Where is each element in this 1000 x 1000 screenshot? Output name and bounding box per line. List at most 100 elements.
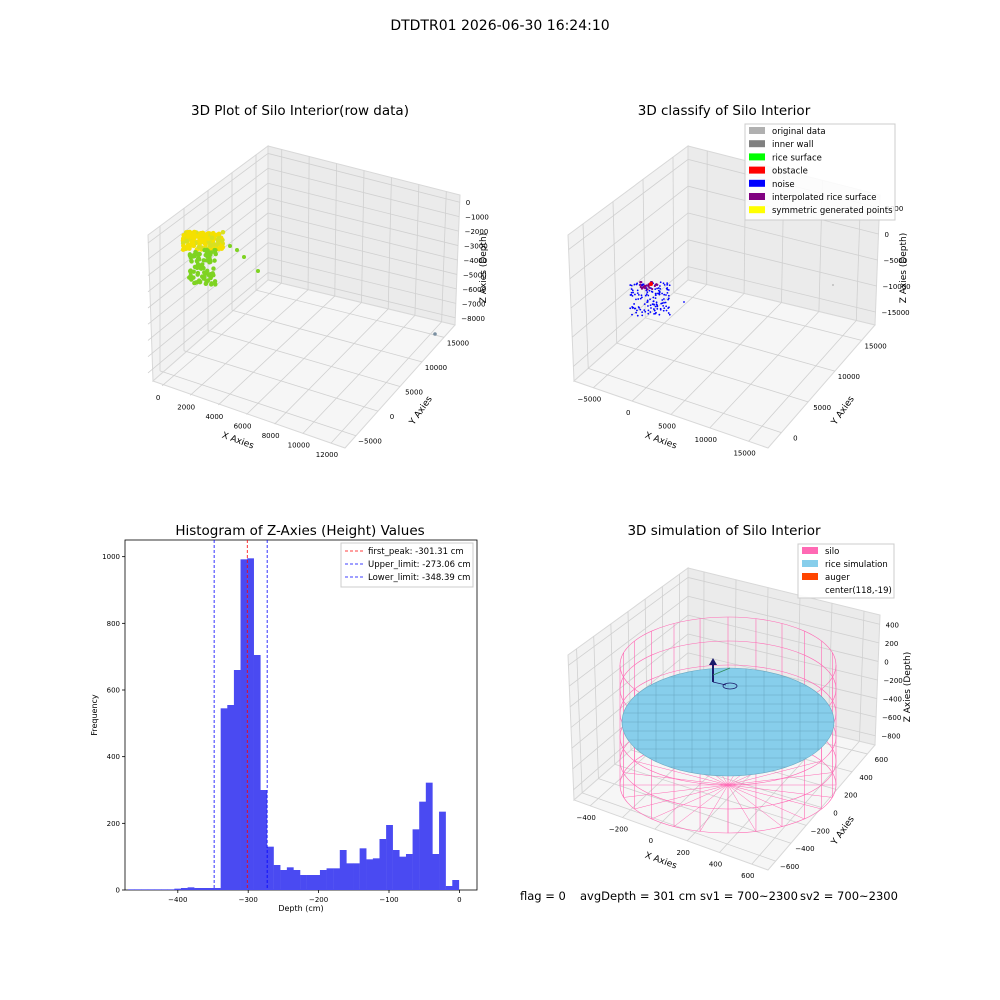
plot1-point <box>216 231 222 237</box>
plot2-legend-swatch <box>749 206 765 214</box>
plot2-ytick: 5000 <box>813 404 831 412</box>
plot4-xtick: −400 <box>577 814 596 822</box>
plot2-point <box>643 309 646 311</box>
histogram-bar <box>346 863 354 890</box>
plot2-point <box>641 296 643 299</box>
plot4-ytick: 600 <box>875 756 888 764</box>
plot2-point <box>649 298 651 301</box>
plot4-ztick: −200 <box>884 677 903 685</box>
plot4-auger-ring <box>722 682 738 690</box>
plot2-point <box>630 291 633 294</box>
histogram-bar <box>273 865 281 890</box>
plot2-point <box>630 288 633 290</box>
histogram-bar <box>128 889 135 890</box>
plot2-point <box>641 283 644 286</box>
plot1-ztick: −1000 <box>465 214 489 222</box>
histogram-xtick-label: −400 <box>168 896 187 904</box>
histogram-bar <box>180 888 188 890</box>
plot4-silo-floor-line <box>623 772 729 786</box>
histogram-bar <box>353 863 360 890</box>
plot1-point <box>185 234 191 239</box>
plot4-ytick: −200 <box>811 827 830 835</box>
plot4-legend-label: rice simulation <box>825 560 888 570</box>
plot2-point <box>653 303 656 306</box>
plot4-ytick: 0 <box>833 810 837 818</box>
plot1-point <box>242 255 246 259</box>
histogram-xtick-label: −300 <box>239 896 258 904</box>
plot2-legend-label: original data <box>772 127 826 137</box>
plot1-point <box>210 230 216 236</box>
plot2-point <box>644 294 647 297</box>
histogram-bar <box>207 888 215 890</box>
plot4-ztick: 400 <box>886 621 899 629</box>
plot2-point <box>667 294 670 297</box>
histogram-xtick-label: 0 <box>457 896 461 904</box>
plot2-point <box>649 282 653 286</box>
histogram-bar <box>227 705 235 890</box>
plot1-points <box>180 229 437 336</box>
plot1-ztick: −6000 <box>462 286 486 294</box>
plot4-zlabel: Z Axies (Depth) <box>903 652 913 723</box>
plot2-point <box>655 303 658 306</box>
plot2-point <box>683 301 685 303</box>
plot2-point <box>647 294 650 297</box>
plot1-xtick: 4000 <box>205 413 223 421</box>
plot1-point <box>215 241 221 247</box>
plot4-silo-floor-line <box>727 784 833 798</box>
histogram-legend-label: Lower_limit: -348.39 cm <box>368 573 470 583</box>
plot1-title: 3D Plot of Silo Interior(row data) <box>191 103 409 119</box>
plot2-point <box>647 312 650 315</box>
plot2-point <box>634 307 637 310</box>
plot4-legend-label: silo <box>825 547 839 557</box>
plot1-point <box>200 262 205 267</box>
plot2-legend-swatch <box>749 193 765 200</box>
plot1-point <box>208 250 214 255</box>
plot2-point <box>667 312 670 314</box>
plot4-silo-floor-line <box>634 760 729 786</box>
histogram-bar <box>194 888 202 890</box>
plot1-raw-3d-scatter: 0 2000 4000 6000 8000 10000 12000 −5000 0 5000 100… <box>147 145 489 459</box>
plot4-ztick: 0 <box>884 658 888 666</box>
plot1-point <box>186 229 191 235</box>
plot4-auger <box>709 658 738 690</box>
plot2-point <box>648 289 651 292</box>
plot2-point <box>640 287 644 290</box>
histogram-bars <box>128 558 460 890</box>
plot1-ylabel: Y Axies <box>407 394 435 427</box>
plot4-rice-surface <box>621 667 835 777</box>
plot1-ztick: −4000 <box>464 257 488 265</box>
plot2-point <box>662 304 665 307</box>
plot2-point <box>657 287 660 289</box>
histogram-bar <box>134 889 142 890</box>
plot2-xtick: 15000 <box>733 449 755 457</box>
plot2-point <box>668 313 671 316</box>
plot4-legend-label: center(118,-19) <box>825 586 892 596</box>
plot2-point <box>667 289 670 291</box>
plot4-ytick: −400 <box>795 845 814 853</box>
plot4-simulation-3d: −400 −200 0 200 400 600 −600 −400 −200 0 200 400 600… <box>567 543 913 880</box>
plot2-point <box>647 309 650 312</box>
plot2-point <box>655 301 658 304</box>
plot1-point <box>206 253 211 258</box>
histogram-bar <box>425 782 433 890</box>
plot1-point <box>213 282 218 287</box>
plot2-title: 3D classify of Silo Interior <box>637 103 811 119</box>
plot1-point <box>191 269 196 274</box>
plot2-point <box>637 293 640 296</box>
plot4-silo-floor-line <box>727 784 757 832</box>
plot2-point <box>634 293 636 296</box>
plot2-xtick: 10000 <box>695 436 717 444</box>
histogram-bar <box>286 867 294 890</box>
histogram-bar <box>141 889 149 890</box>
plot4-silo-floor-line <box>673 784 729 827</box>
plot2-point <box>666 288 669 291</box>
plot2-legend-label: inner wall <box>772 140 813 150</box>
histogram-bar <box>333 868 340 890</box>
histogram-bar <box>266 846 274 890</box>
plot4-xtick: 600 <box>741 872 754 880</box>
histogram-bar <box>220 708 228 890</box>
plot2-classify-3d-scatter: −500005000100001500005000100001500050000… <box>567 123 911 457</box>
plot2-point <box>667 297 670 300</box>
plot1-point <box>197 236 202 242</box>
status-flag: flag = 0 <box>520 889 566 903</box>
